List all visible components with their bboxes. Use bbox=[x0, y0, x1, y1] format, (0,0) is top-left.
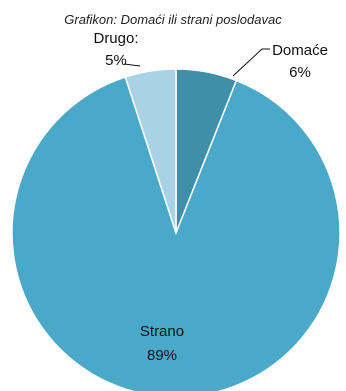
pie-slices bbox=[11, 68, 341, 391]
slice-name-label: Domaće bbox=[272, 42, 328, 59]
slice-labels: Domaće 6% Strano 89% Drugo: 5% bbox=[93, 30, 327, 364]
leader-lines bbox=[123, 48, 270, 77]
slice-name-label: Drugo: bbox=[93, 30, 138, 47]
slice-name-label: Strano bbox=[140, 323, 184, 340]
leader-line-2 bbox=[123, 63, 141, 67]
pie-slice-strano bbox=[11, 76, 341, 391]
chart-title: Grafikon: Domaći ili strani poslodavac bbox=[64, 12, 282, 27]
slice-value-label: 5% bbox=[105, 52, 127, 69]
leader-line-0 bbox=[232, 48, 270, 77]
pie-slice-drugo bbox=[124, 68, 177, 234]
slice-value-label: 89% bbox=[147, 347, 177, 364]
slice-value-label: 6% bbox=[289, 64, 311, 81]
